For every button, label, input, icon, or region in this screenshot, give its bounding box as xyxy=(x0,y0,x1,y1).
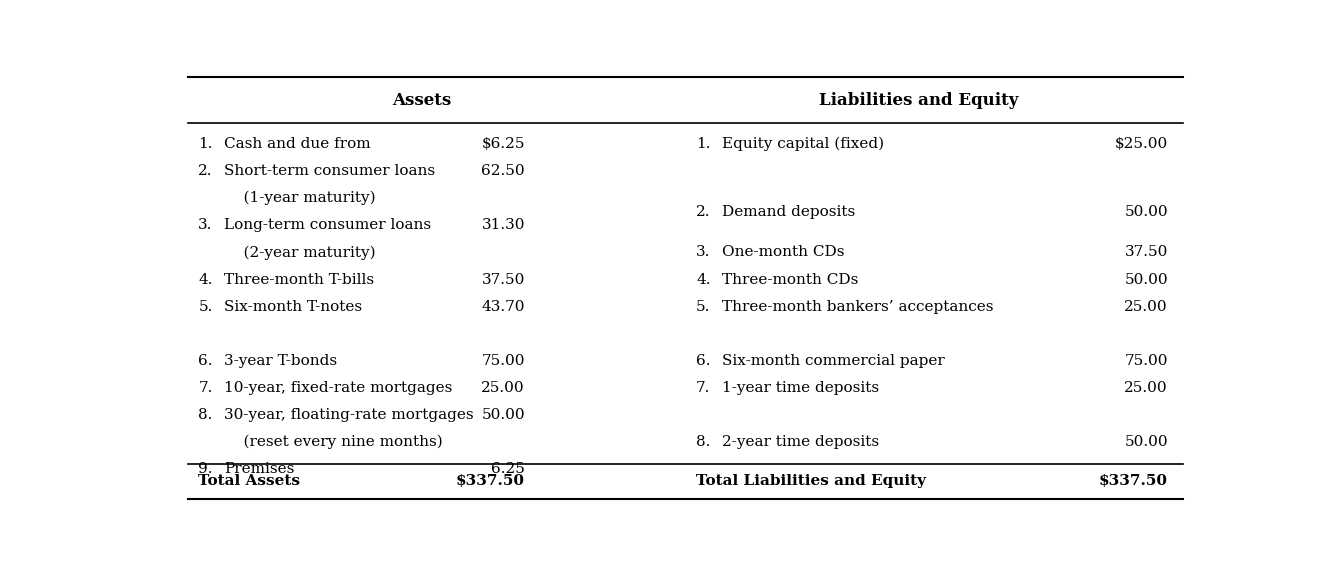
Text: 62.50: 62.50 xyxy=(482,164,524,178)
Text: 6.25: 6.25 xyxy=(491,462,524,477)
Text: $337.50: $337.50 xyxy=(1098,474,1168,488)
Text: 2.: 2. xyxy=(696,205,710,219)
Text: 8.: 8. xyxy=(696,435,710,449)
Text: Assets: Assets xyxy=(392,93,451,110)
Text: One-month CDs: One-month CDs xyxy=(723,245,844,260)
Text: Short-term consumer loans: Short-term consumer loans xyxy=(225,164,435,178)
Text: 3-year T-bonds: 3-year T-bonds xyxy=(225,354,337,368)
Text: 7.: 7. xyxy=(198,381,213,395)
Text: 5.: 5. xyxy=(696,300,710,314)
Text: 9.: 9. xyxy=(198,462,213,477)
Text: 7.: 7. xyxy=(696,381,710,395)
Text: $25.00: $25.00 xyxy=(1115,137,1168,151)
Text: 43.70: 43.70 xyxy=(482,300,524,314)
Text: (1-year maturity): (1-year maturity) xyxy=(225,191,376,206)
Text: 6.: 6. xyxy=(696,354,710,368)
Text: Total Liabilities and Equity: Total Liabilities and Equity xyxy=(696,474,926,488)
Text: Six-month T-notes: Six-month T-notes xyxy=(225,300,363,314)
Text: Three-month T-bills: Three-month T-bills xyxy=(225,273,375,287)
Text: Six-month commercial paper: Six-month commercial paper xyxy=(723,354,945,368)
Text: Three-month bankers’ acceptances: Three-month bankers’ acceptances xyxy=(723,300,994,314)
Text: Demand deposits: Demand deposits xyxy=(723,205,855,219)
Text: 30-year, floating-rate mortgages: 30-year, floating-rate mortgages xyxy=(225,408,474,422)
Text: 50.00: 50.00 xyxy=(1124,435,1168,449)
Text: 5.: 5. xyxy=(198,300,213,314)
Text: Total Assets: Total Assets xyxy=(198,474,300,488)
Text: 4.: 4. xyxy=(696,273,710,287)
Text: 50.00: 50.00 xyxy=(1124,273,1168,287)
Text: 6.: 6. xyxy=(198,354,213,368)
Text: Premises: Premises xyxy=(225,462,294,477)
Text: Long-term consumer loans: Long-term consumer loans xyxy=(225,218,431,232)
Text: 8.: 8. xyxy=(198,408,213,422)
Text: 10-year, fixed-rate mortgages: 10-year, fixed-rate mortgages xyxy=(225,381,452,395)
Text: 2.: 2. xyxy=(198,164,213,178)
Text: 75.00: 75.00 xyxy=(482,354,524,368)
Text: $6.25: $6.25 xyxy=(482,137,524,151)
Text: $337.50: $337.50 xyxy=(456,474,524,488)
Text: 75.00: 75.00 xyxy=(1124,354,1168,368)
Text: 25.00: 25.00 xyxy=(1124,300,1168,314)
Text: 2-year time deposits: 2-year time deposits xyxy=(723,435,879,449)
Text: Cash and due from: Cash and due from xyxy=(225,137,371,151)
Text: 37.50: 37.50 xyxy=(482,273,524,287)
Text: Three-month CDs: Three-month CDs xyxy=(723,273,859,287)
Text: 3.: 3. xyxy=(198,218,213,232)
Text: 37.50: 37.50 xyxy=(1124,245,1168,260)
Text: 25.00: 25.00 xyxy=(482,381,524,395)
Text: 50.00: 50.00 xyxy=(482,408,524,422)
Text: 3.: 3. xyxy=(696,245,710,260)
Text: Equity capital (fixed): Equity capital (fixed) xyxy=(723,137,884,151)
Text: 4.: 4. xyxy=(198,273,213,287)
Text: 31.30: 31.30 xyxy=(482,218,524,232)
Text: 1-year time deposits: 1-year time deposits xyxy=(723,381,879,395)
Text: Liabilities and Equity: Liabilities and Equity xyxy=(819,93,1018,110)
Text: (2-year maturity): (2-year maturity) xyxy=(225,245,376,260)
Text: 1.: 1. xyxy=(198,137,213,151)
Text: (reset every nine months): (reset every nine months) xyxy=(225,435,443,449)
Text: 25.00: 25.00 xyxy=(1124,381,1168,395)
Text: 1.: 1. xyxy=(696,137,710,151)
Text: 50.00: 50.00 xyxy=(1124,205,1168,219)
